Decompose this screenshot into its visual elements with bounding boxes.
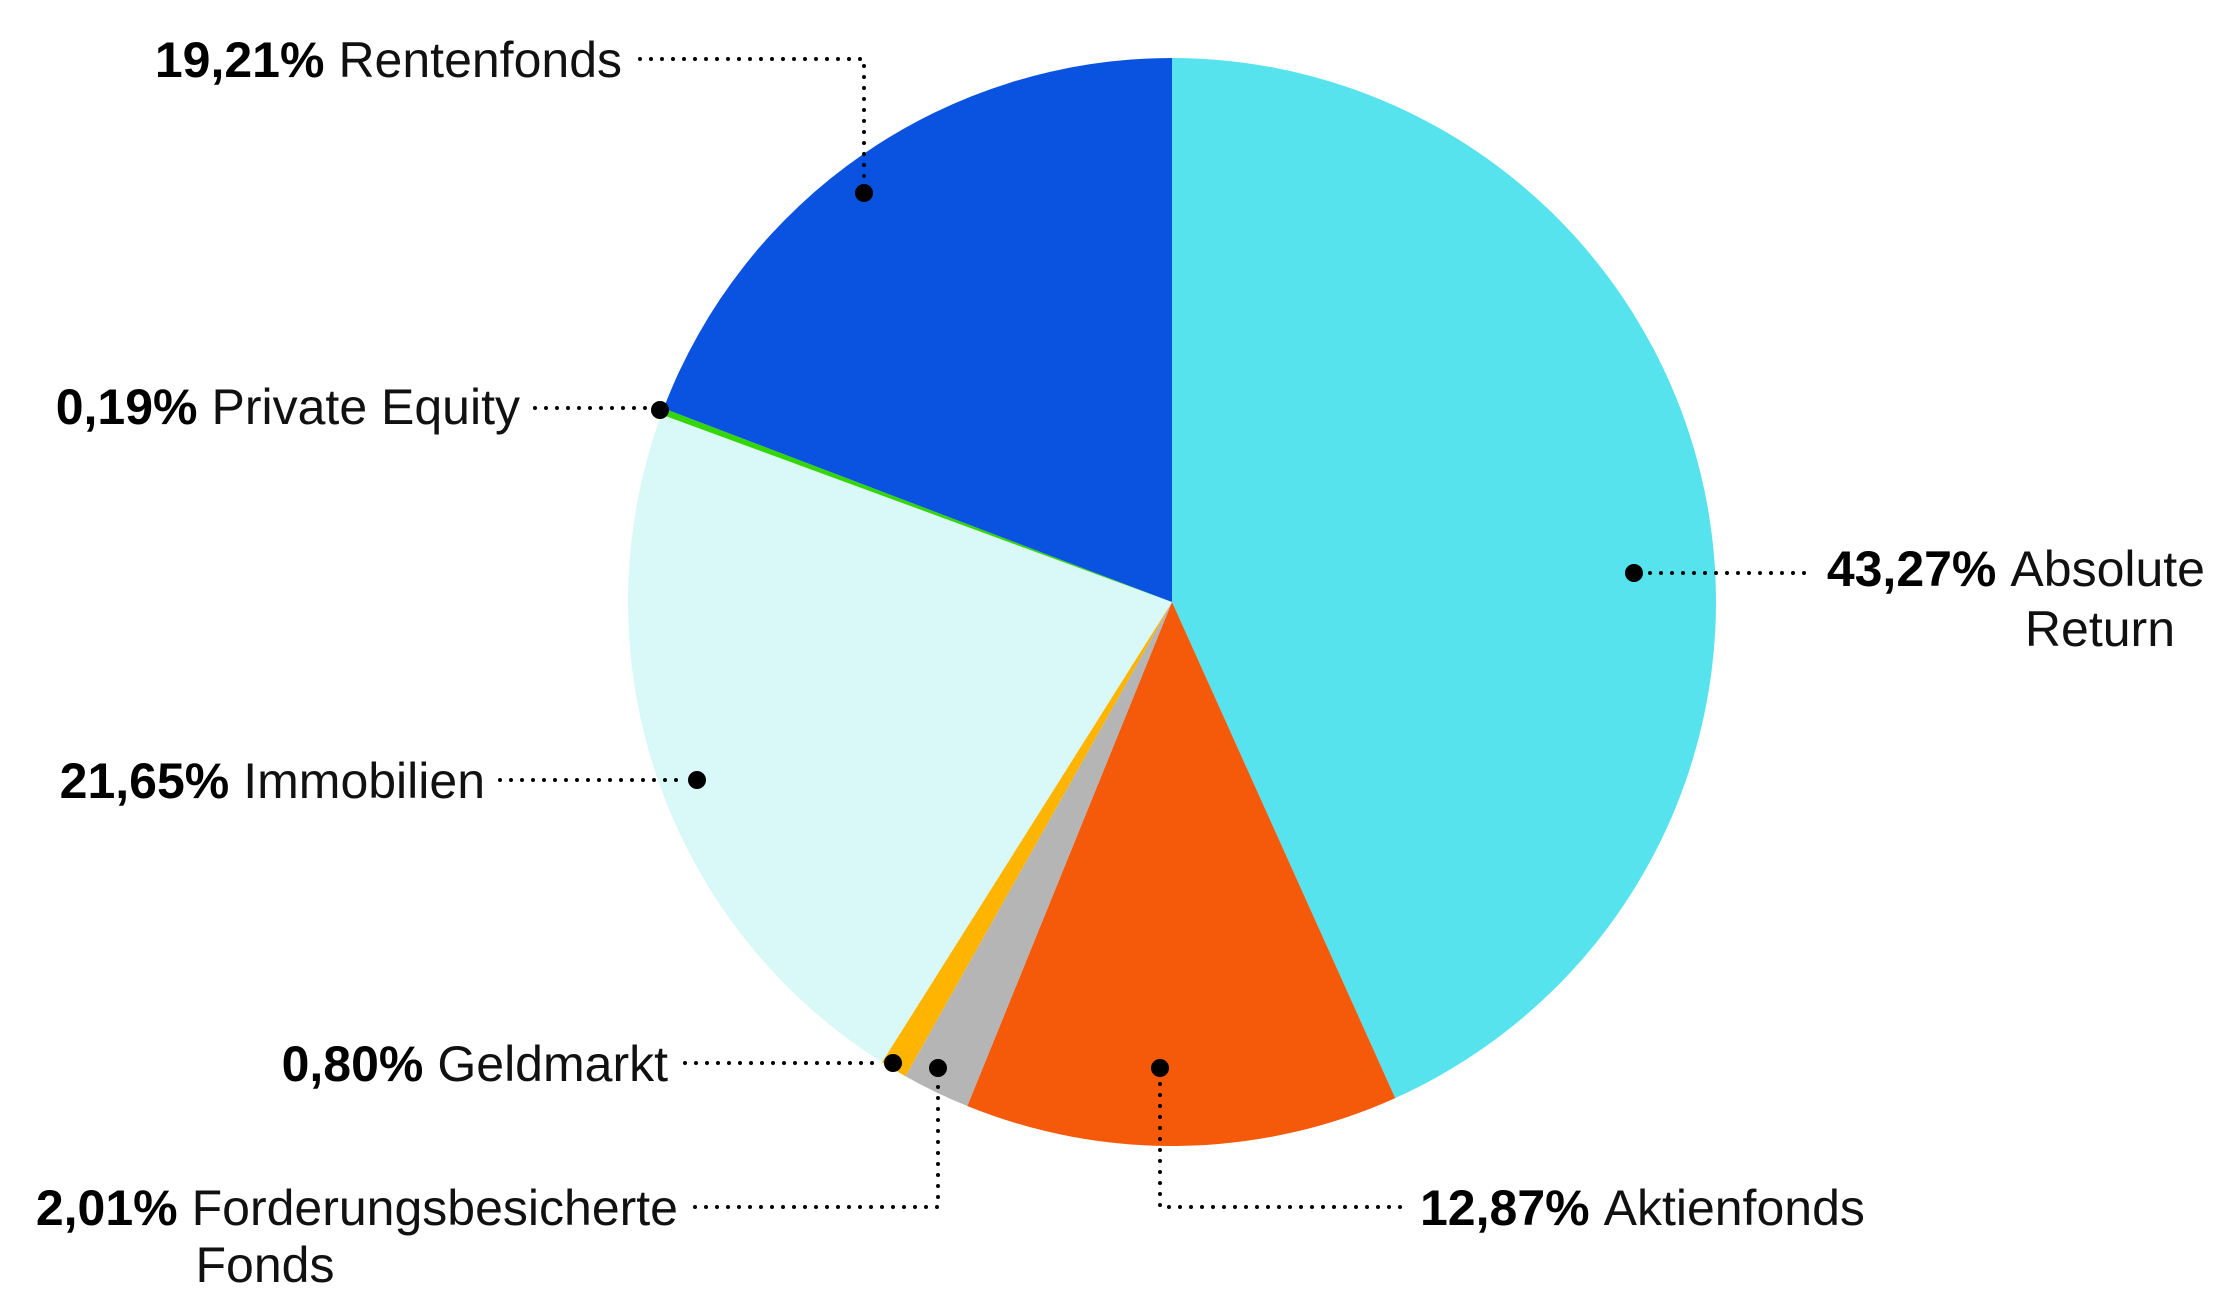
label-geldmarkt-name: Geldmarkt <box>437 1036 668 1092</box>
pie-slice-immobilien <box>627 414 1172 1063</box>
annotation-geldmarkt: 0,80% Geldmarkt <box>282 1036 902 1092</box>
label-private-equity: 0,19% Private Equity <box>56 379 520 435</box>
leader-dot-immobilien <box>688 771 706 789</box>
pie-slice-rentenfonds <box>663 58 1172 602</box>
leader-dot-geldmarkt <box>884 1054 902 1072</box>
label-private-equity-percent: 0,19% <box>56 379 198 435</box>
leader-line-aktienfonds <box>1158 1078 1402 1209</box>
label-aktienfonds: 12,87% Aktienfonds <box>1420 1180 1865 1236</box>
label-immobilien: 21,65% Immobilien <box>60 753 485 809</box>
annotation-forderungsbesicherte-fonds: 2,01% Forderungsbesicherte Fonds <box>36 1059 947 1292</box>
leader-dot-private-equity <box>651 401 669 419</box>
pie-slice-private-equity <box>661 408 1172 602</box>
leader-line-forderungsbesicherte-fonds <box>693 1078 940 1209</box>
label-aktienfonds-name: Aktienfonds <box>1604 1180 1865 1236</box>
pie-slice-forderungsbesicherte-fonds <box>905 602 1172 1107</box>
label-rentenfonds-percent: 19,21% <box>155 32 325 88</box>
leader-dot-forderungsbesicherte-fonds <box>929 1059 947 1077</box>
annotation-immobilien: 21,65% Immobilien <box>60 753 706 809</box>
label-aktienfonds-percent: 12,87% <box>1420 1180 1590 1236</box>
pie-slice-absolute-return <box>1172 58 1716 1099</box>
label-forderungsbesicherte-fonds-line2: Fonds <box>196 1237 335 1292</box>
label-immobilien-percent: 21,65% <box>60 753 230 809</box>
annotation-rentenfonds: 19,21% Rentenfonds <box>155 32 873 202</box>
label-absolute-return-line2: Return <box>2025 601 2175 657</box>
annotation-private-equity: 0,19% Private Equity <box>56 379 669 435</box>
label-private-equity-name: Private Equity <box>212 379 520 435</box>
label-rentenfonds: 19,21% Rentenfonds <box>155 32 622 88</box>
label-forderungsbesicherte-fonds-name: Forderungsbesicherte <box>192 1180 678 1236</box>
label-absolute-return-percent: 43,27% <box>1827 541 1997 597</box>
leader-dot-absolute-return <box>1625 564 1643 582</box>
leader-line-rentenfonds <box>638 57 866 183</box>
annotation-aktienfonds: 12,87% Aktienfonds <box>1151 1059 1865 1236</box>
label-rentenfonds-name: Rentenfonds <box>338 32 622 88</box>
label-absolute-return-line1: 43,27% Absolute <box>1827 541 2205 597</box>
pie-slice-geldmarkt <box>881 602 1172 1077</box>
pie-slices <box>627 58 1716 1146</box>
label-forderungsbesicherte-fonds-percent: 2,01% <box>36 1180 178 1236</box>
leader-dot-rentenfonds <box>855 184 873 202</box>
label-immobilien-name: Immobilien <box>243 753 485 809</box>
pie-slice-aktienfonds <box>967 602 1396 1146</box>
label-forderungsbesicherte-fonds-line1: 2,01% Forderungsbesicherte <box>36 1180 678 1236</box>
label-absolute-return-name: Absolute <box>2010 541 2205 597</box>
label-geldmarkt-percent: 0,80% <box>282 1036 424 1092</box>
label-geldmarkt: 0,80% Geldmarkt <box>282 1036 669 1092</box>
annotation-absolute-return: 43,27% Absolute Return <box>1625 541 2205 657</box>
leader-dot-aktienfonds <box>1151 1059 1169 1077</box>
